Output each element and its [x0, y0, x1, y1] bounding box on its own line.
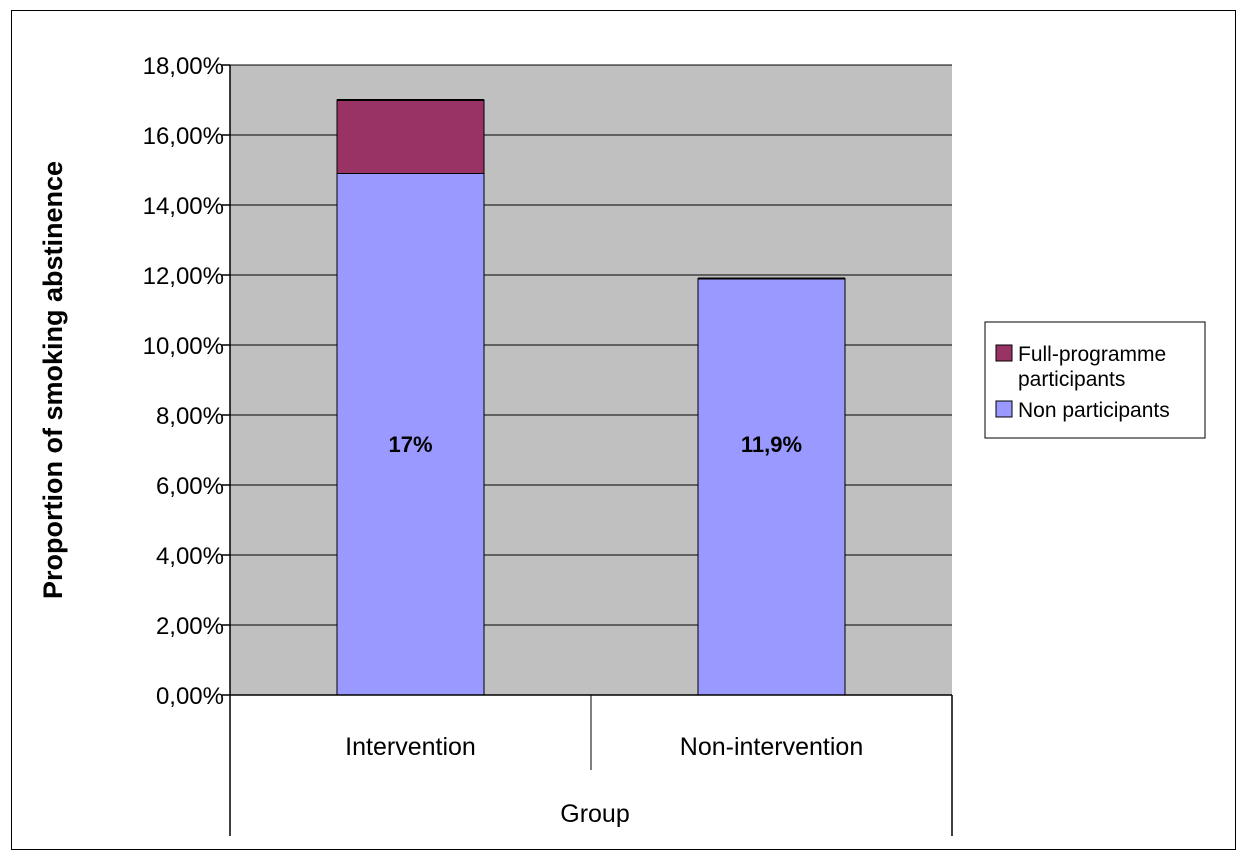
x-tick-label: Intervention: [345, 733, 476, 761]
chart-frame: [11, 10, 1236, 850]
y-tick-label: 0,00%: [156, 683, 224, 710]
bar-full-programme-0: [336, 99, 485, 174]
legend-swatch-full-programme: [995, 344, 1013, 362]
bar-non-participants-0: [336, 173, 485, 696]
y-tick-label: 8,00%: [156, 403, 224, 430]
y-tick-label: 14,00%: [143, 193, 224, 220]
bar-non-participants-1: [697, 278, 846, 696]
y-tick-label: 6,00%: [156, 473, 224, 500]
y-tick-label: 16,00%: [143, 123, 224, 150]
legend-label-non-participants: Non participants: [1018, 399, 1170, 422]
y-tick-label: 4,00%: [156, 543, 224, 570]
legend-label-full-programme: Full-programme participants: [1018, 343, 1166, 391]
legend-box: [984, 321, 1206, 439]
legend-swatch-non-participants: [995, 400, 1013, 418]
y-tick-label: 18,00%: [143, 53, 224, 80]
y-tick-label: 2,00%: [156, 613, 224, 640]
y-axis-label: Proportion of smoking abstinence: [38, 161, 68, 599]
data-label: 11,9%: [741, 432, 802, 457]
y-tick-label: 10,00%: [143, 333, 224, 360]
x-tick-label: Non-intervention: [680, 733, 863, 761]
data-label: 17%: [388, 432, 432, 457]
y-tick-label: 12,00%: [143, 263, 224, 290]
x-axis-label: Group: [560, 800, 629, 828]
legend: Full-programme participants Non participan…: [984, 321, 1206, 439]
